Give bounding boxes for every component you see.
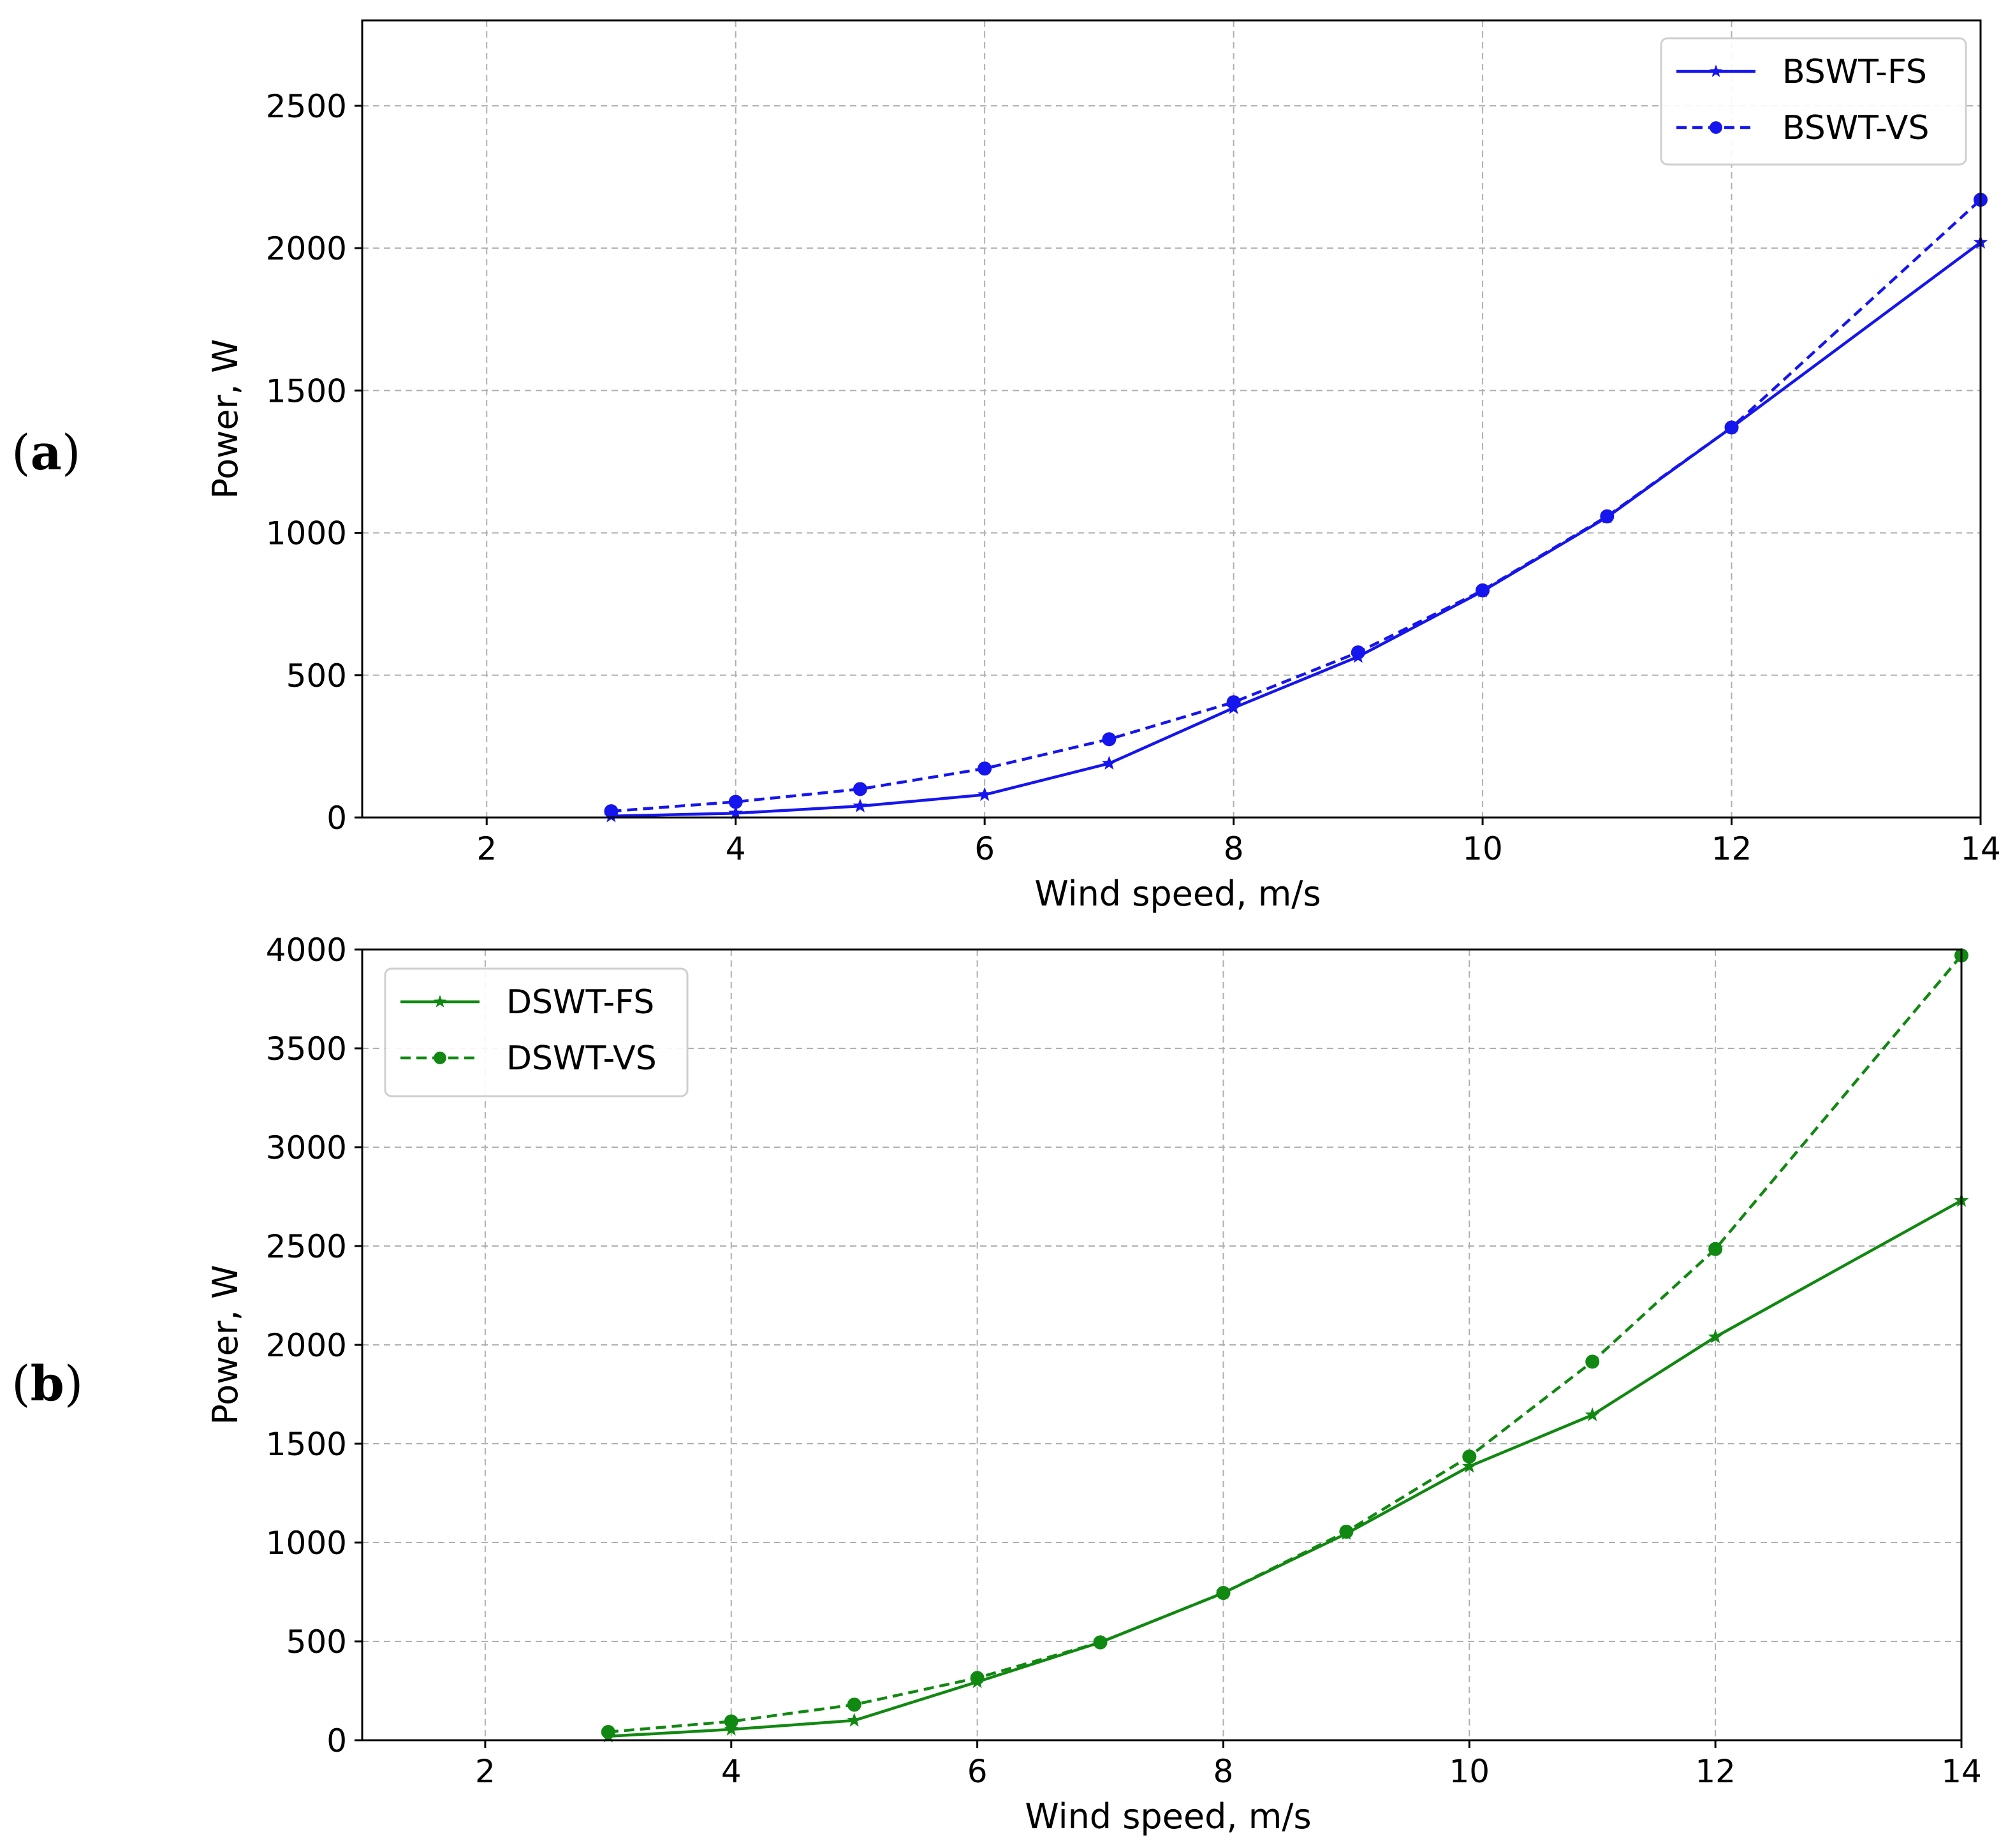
legend-marker	[433, 995, 447, 1008]
data-point	[1339, 1524, 1354, 1539]
data-point	[853, 798, 868, 812]
data-point	[977, 787, 992, 801]
data-point	[1462, 1458, 1477, 1473]
series-bswt-vs	[604, 193, 1988, 819]
x-tick-label: 6	[967, 1753, 988, 1790]
y-tick-label: 3500	[266, 1030, 347, 1067]
data-point	[724, 1714, 738, 1729]
panel-label-a: (a)	[11, 424, 81, 481]
x-tick-label: 6	[974, 830, 995, 867]
legend: BSWT-FS BSWT-VS	[1660, 37, 1967, 166]
data-point	[970, 1671, 985, 1685]
x-tick-label: 10	[1449, 1753, 1490, 1790]
chart-a: 2 4 6 8 10 12 14 0 500 1000 1500 2000 2500 Wind speed…	[205, 19, 2001, 914]
legend-box	[1660, 37, 1967, 166]
legend-marker	[1709, 64, 1723, 77]
x-tick-label: 2	[476, 830, 497, 867]
x-tick-label: 10	[1462, 830, 1503, 867]
x-tick-label: 14	[1941, 1753, 1982, 1790]
data-point	[604, 804, 619, 819]
y-tick-label: 1500	[266, 1426, 347, 1463]
data-point	[1585, 1407, 1600, 1421]
series-line	[611, 241, 1982, 818]
y-tick-label: 500	[286, 657, 347, 694]
axis-ticks: 2 4 6 8 10 12 14 0 500 1000 1500 2000 2500 3000 3500 40…	[266, 932, 1982, 1790]
y-tick-label: 1500	[266, 372, 347, 409]
y-tick-label: 2500	[266, 1228, 347, 1265]
data-point	[724, 1722, 739, 1736]
legend-marker	[434, 1052, 446, 1064]
y-tick-label: 3000	[266, 1129, 347, 1166]
legend-entry: DSWT-FS	[506, 983, 654, 1022]
x-axis-label: Wind speed, m/s	[1025, 1796, 1311, 1837]
x-tick-label: 4	[721, 1753, 742, 1790]
data-point	[728, 805, 744, 819]
legend-entry: DSWT-VS	[506, 1039, 657, 1078]
y-tick-label: 4000	[266, 932, 347, 969]
data-point	[1708, 1329, 1723, 1344]
axis-ticks: 2 4 6 8 10 12 14 0 500 1000 1500 2000 2500	[266, 88, 2001, 867]
y-axis-label: Power, W	[205, 339, 245, 499]
data-point	[1708, 1242, 1723, 1256]
chart-b: 2 4 6 8 10 12 14 0 500 1000 1500 2000 2500 3000 3500 40…	[205, 932, 1982, 1837]
legend-marker	[1710, 121, 1722, 134]
data-point	[728, 795, 743, 809]
legend-entry: BSWT-FS	[1782, 53, 1927, 91]
data-point	[1102, 756, 1117, 770]
x-tick-label: 14	[1960, 830, 2001, 867]
data-point	[978, 761, 992, 776]
y-tick-label: 0	[326, 1722, 347, 1759]
y-tick-label: 1000	[266, 1525, 347, 1562]
data-point	[1476, 583, 1490, 598]
x-tick-label: 4	[726, 830, 746, 867]
legend: DSWT-FS DSWT-VS	[384, 967, 689, 1097]
series-line	[611, 198, 1982, 813]
y-tick-label: 2000	[266, 1327, 347, 1364]
x-tick-label: 8	[1213, 1753, 1234, 1790]
data-point	[1226, 695, 1241, 710]
series-line	[608, 1199, 1963, 1738]
y-tick-label: 0	[326, 800, 347, 837]
data-point	[1585, 1354, 1600, 1369]
series-dswt-fs	[601, 1192, 1969, 1743]
data-point	[1216, 1586, 1231, 1601]
x-tick-label: 12	[1695, 1753, 1736, 1790]
plot-frame	[361, 19, 1982, 819]
series-bswt-fs	[604, 235, 1988, 823]
data-point	[1724, 420, 1739, 435]
x-axis-label: Wind speed, m/s	[1034, 874, 1321, 914]
y-tick-label: 1000	[266, 515, 347, 552]
data-point	[601, 1724, 615, 1739]
data-point	[1462, 1449, 1477, 1464]
data-point	[847, 1713, 862, 1727]
data-point	[1093, 1635, 1108, 1650]
data-point	[1600, 509, 1615, 524]
y-tick-label: 500	[286, 1624, 347, 1661]
legend-entry: BSWT-VS	[1782, 109, 1929, 147]
series-dswt-vs	[601, 948, 1968, 1739]
data-point	[847, 1698, 861, 1712]
data-point	[853, 782, 867, 796]
y-axis-label: Power, W	[205, 1265, 245, 1425]
x-tick-label: 8	[1224, 830, 1244, 867]
panel-label-b: (b)	[11, 1355, 84, 1412]
y-tick-label: 2000	[266, 230, 347, 267]
data-point	[1102, 732, 1117, 747]
y-tick-label: 2500	[266, 88, 347, 125]
data-point	[1351, 645, 1365, 660]
x-tick-label: 2	[475, 1753, 495, 1790]
x-tick-label: 12	[1711, 830, 1752, 867]
series-line	[608, 954, 1963, 1734]
